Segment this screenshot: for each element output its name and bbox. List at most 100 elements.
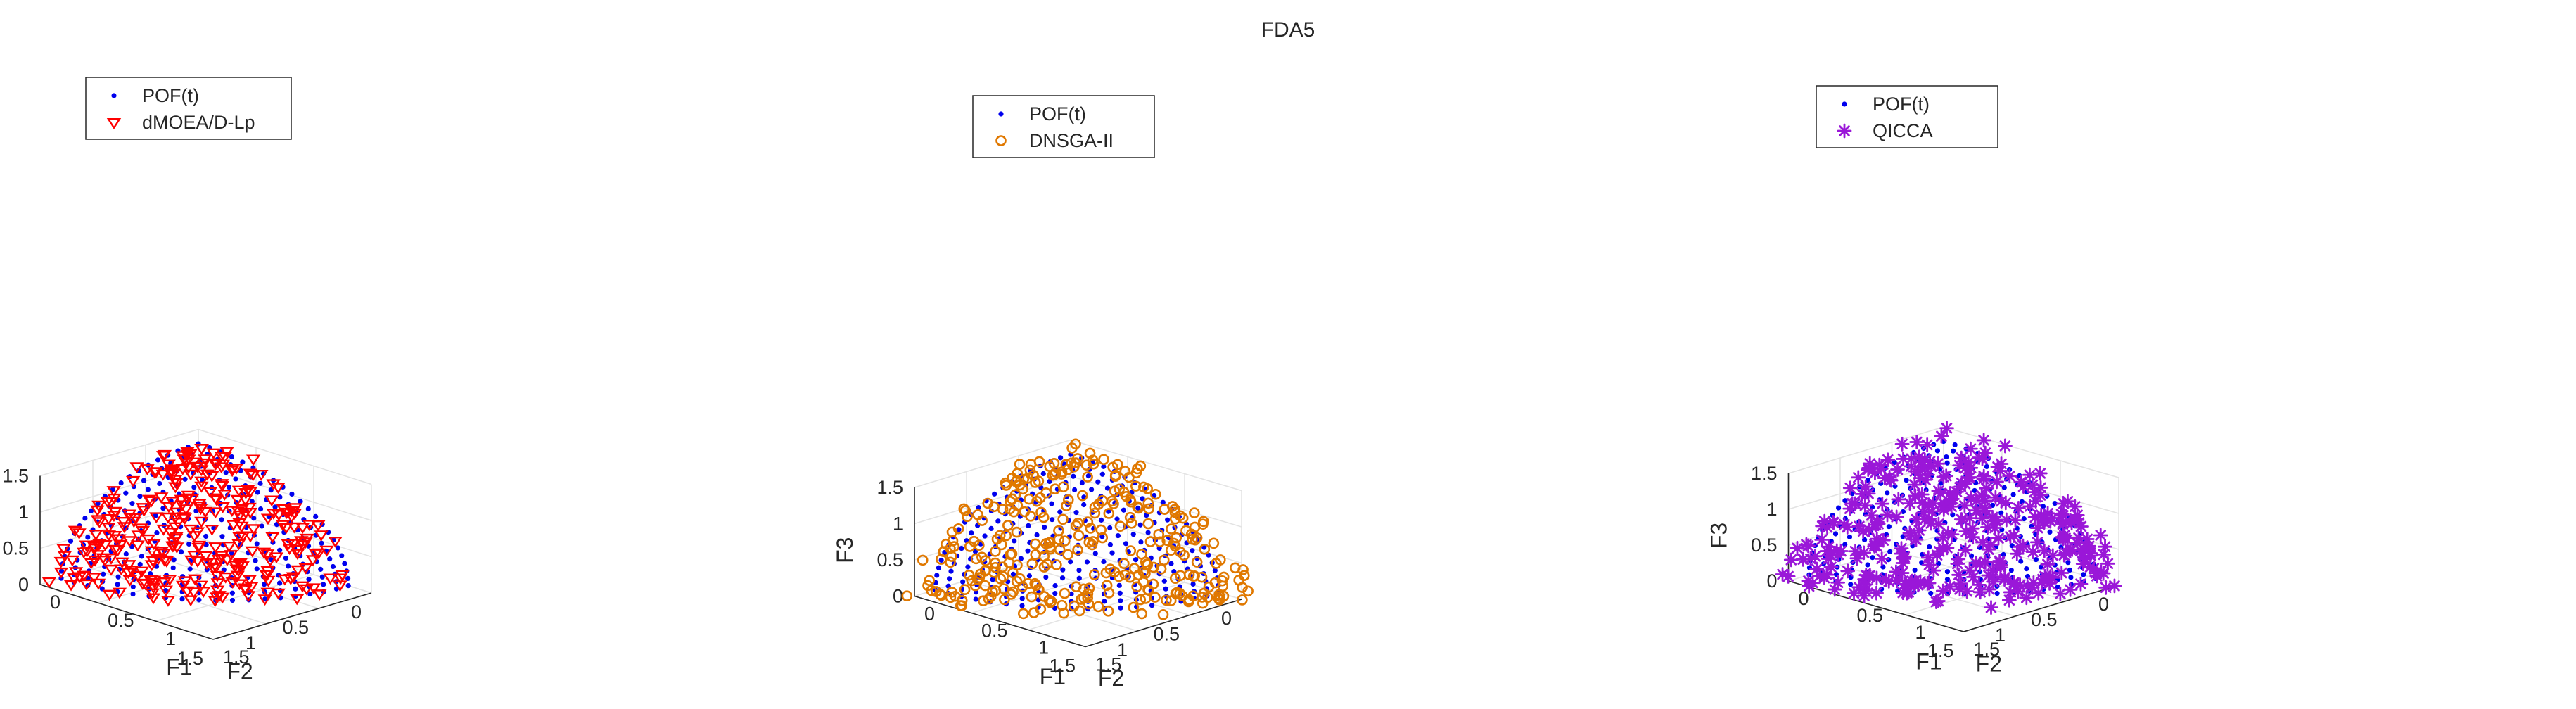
algorithm-point bbox=[1089, 502, 1101, 513]
legend-box bbox=[972, 95, 1155, 158]
algorithm-point bbox=[161, 502, 177, 513]
pof-point bbox=[1848, 582, 1854, 587]
algorithm-point bbox=[102, 589, 117, 601]
pof-point bbox=[1161, 578, 1167, 584]
algorithm-point bbox=[1085, 523, 1097, 534]
algorithm-point bbox=[1017, 608, 1029, 620]
pof-point bbox=[976, 505, 981, 511]
algorithm-point bbox=[1072, 544, 1083, 556]
algorithm-point bbox=[243, 487, 258, 499]
algorithm-point bbox=[215, 592, 230, 604]
algorithm-point bbox=[1904, 459, 1919, 474]
algorithm-point bbox=[1901, 585, 1916, 600]
algorithm-point bbox=[1051, 559, 1062, 570]
pof-point bbox=[1098, 517, 1104, 523]
algorithm-point bbox=[1019, 506, 1031, 518]
algorithm-point bbox=[1237, 594, 1248, 606]
algorithm-point bbox=[65, 555, 80, 567]
algorithm-point bbox=[1045, 541, 1056, 553]
algorithm-point bbox=[87, 573, 102, 585]
pof-point bbox=[972, 549, 978, 554]
algorithm-point bbox=[1939, 421, 1954, 436]
algorithm-point bbox=[53, 567, 69, 579]
f2-tick-label: 1.5 bbox=[177, 648, 203, 669]
algorithm-point bbox=[1894, 436, 1910, 452]
algorithm-point bbox=[2055, 516, 2070, 531]
algorithm-point bbox=[1926, 496, 1941, 511]
pof-point bbox=[251, 516, 257, 521]
f2-tick-label: 1 bbox=[1117, 639, 1128, 660]
algorithm-point bbox=[1911, 449, 1927, 465]
pof-point bbox=[259, 523, 264, 529]
algorithm-point bbox=[2107, 578, 2122, 594]
algorithm-point bbox=[141, 534, 156, 546]
axis-lines bbox=[39, 475, 372, 640]
algorithm-point bbox=[1014, 573, 1026, 585]
algorithm-point bbox=[134, 566, 149, 578]
pof-point bbox=[139, 554, 144, 559]
pof-point bbox=[1138, 539, 1144, 545]
algorithm-point bbox=[1038, 551, 1050, 562]
algorithm-point bbox=[2025, 544, 2041, 560]
algorithm-point bbox=[1812, 568, 1828, 583]
algorithm-point bbox=[997, 561, 1009, 573]
pof-point bbox=[1118, 605, 1123, 611]
algorithm-point bbox=[101, 530, 116, 542]
f2-axis-line bbox=[1085, 599, 1242, 648]
algorithm-point bbox=[1977, 493, 1993, 509]
algorithm-point bbox=[931, 586, 942, 597]
algorithm-point bbox=[1941, 525, 1956, 541]
algorithm-point bbox=[1924, 458, 1939, 473]
algorithm-point bbox=[2035, 512, 2051, 528]
algorithm-point bbox=[2025, 478, 2040, 492]
algorithm-point bbox=[2033, 480, 2048, 495]
algorithm-point bbox=[1896, 452, 1911, 466]
algorithm-point bbox=[1103, 508, 1115, 519]
pof-point bbox=[254, 541, 260, 547]
algorithm-point bbox=[299, 584, 314, 596]
algorithm-point bbox=[1983, 537, 1998, 552]
algorithm-point bbox=[271, 483, 286, 494]
pof-point bbox=[1092, 551, 1098, 556]
algorithm-point bbox=[1979, 480, 1994, 496]
pof-point bbox=[1099, 471, 1105, 477]
algorithm-point bbox=[1914, 454, 1929, 469]
pof-point bbox=[1019, 596, 1025, 601]
pof-point bbox=[1130, 532, 1136, 537]
algorithm-point bbox=[1894, 566, 1910, 580]
gridline bbox=[1788, 426, 1944, 474]
algorithm-point bbox=[1872, 457, 1887, 473]
algorithm-point bbox=[1025, 459, 1037, 470]
algorithm-point bbox=[1108, 498, 1119, 509]
algorithm-point bbox=[1988, 490, 2003, 505]
algorithm-point bbox=[183, 449, 198, 461]
algorithm-point bbox=[1198, 587, 1210, 599]
algorithm-point bbox=[1029, 538, 1041, 550]
algorithm-point bbox=[1178, 549, 1190, 561]
pof-point bbox=[277, 494, 283, 500]
pof-point bbox=[2024, 566, 2029, 572]
pof-point bbox=[307, 591, 313, 597]
algorithm-point bbox=[2098, 539, 2112, 554]
algorithm-point bbox=[1153, 529, 1165, 540]
pof-point bbox=[318, 566, 324, 572]
algorithm-point bbox=[1808, 549, 1823, 564]
algorithm-point bbox=[130, 570, 146, 582]
algorithm-point bbox=[1952, 458, 1968, 473]
algorithm-point bbox=[924, 575, 935, 587]
algorithm-point bbox=[295, 581, 310, 593]
algorithm-point bbox=[2011, 501, 2026, 516]
algorithm-point bbox=[1913, 471, 1927, 486]
algorithm-point bbox=[140, 464, 155, 475]
pof-point bbox=[1137, 522, 1143, 528]
algorithm-point bbox=[165, 497, 180, 509]
pof-point bbox=[1190, 548, 1195, 554]
f2-tick-label: 1 bbox=[246, 632, 256, 653]
algorithm-point bbox=[1125, 494, 1136, 506]
pof-point bbox=[2008, 567, 2014, 573]
algorithm-point bbox=[212, 591, 227, 602]
algorithm-point bbox=[194, 444, 209, 456]
algorithm-point bbox=[1951, 567, 1966, 582]
algorithm-point bbox=[1993, 560, 2008, 575]
algorithm-point bbox=[1125, 545, 1137, 556]
